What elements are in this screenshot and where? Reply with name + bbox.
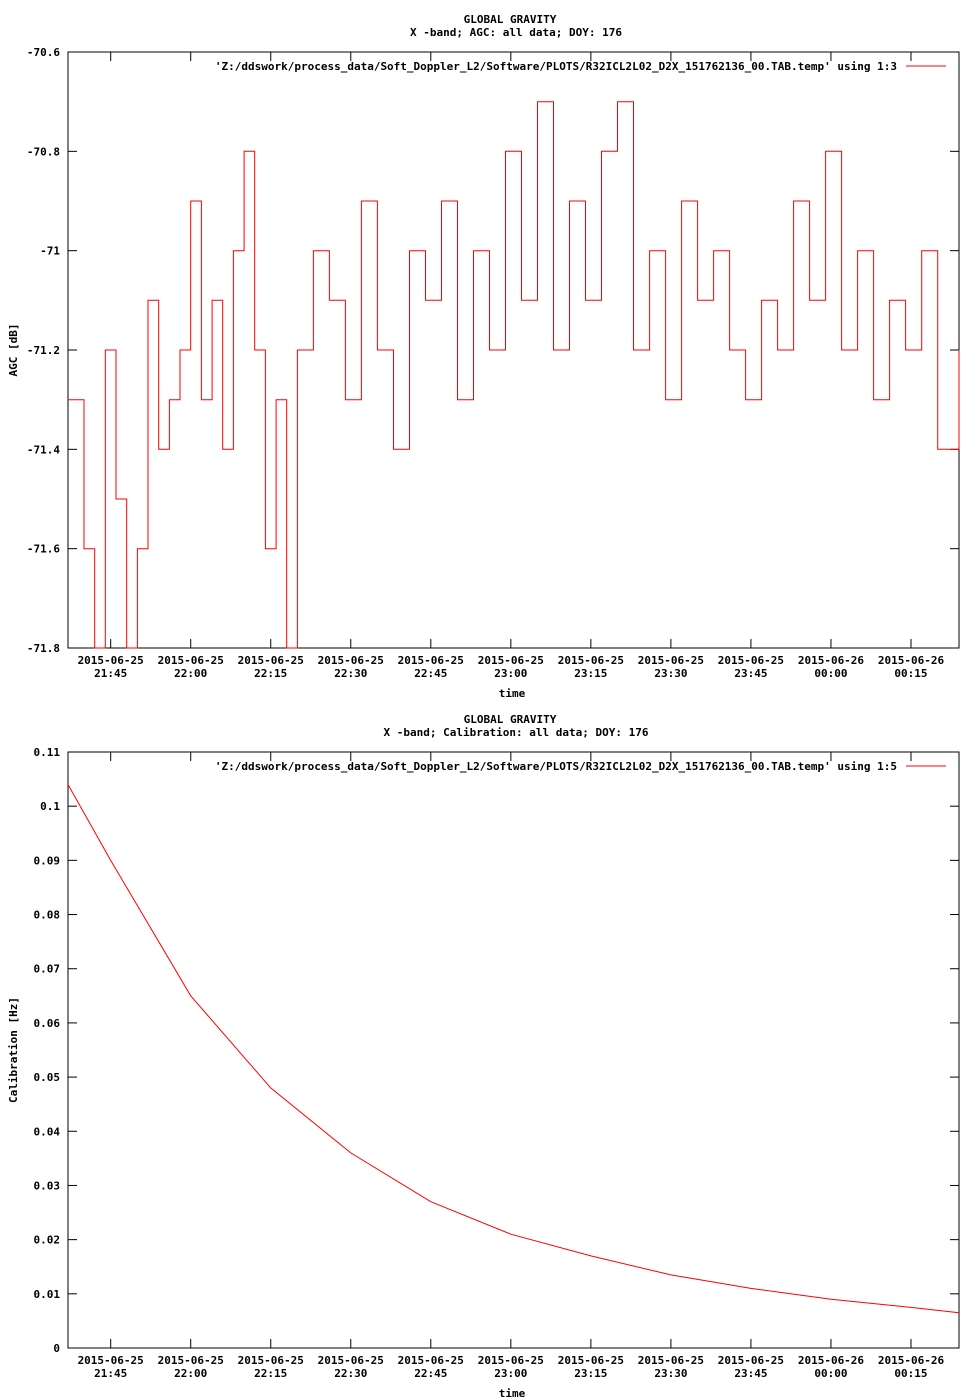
agc-y-tick-label: -70.6 <box>27 46 60 59</box>
agc-x-tick-date: 2015-06-25 <box>398 654 464 667</box>
agc-x-tick-date: 2015-06-26 <box>878 654 945 667</box>
calibration-plot-frame <box>67 751 960 1349</box>
calibration-x-tick-time: 23:15 <box>574 1367 607 1380</box>
calibration-x-tick-time: 23:00 <box>494 1367 527 1380</box>
calibration-x-tick-date: 2015-06-25 <box>398 1354 464 1367</box>
calibration-x-tick-time: 22:30 <box>334 1367 367 1380</box>
calibration-x-tick-time: 21:45 <box>94 1367 127 1380</box>
calibration-x-tick-time: 22:00 <box>174 1367 207 1380</box>
agc-x-tick-time: 00:15 <box>894 667 927 680</box>
agc-x-tick-time: 22:00 <box>174 667 207 680</box>
calibration-x-tick-time: 22:45 <box>414 1367 447 1380</box>
agc-x-tick-time: 23:30 <box>654 667 687 680</box>
agc-x-tick-time: 22:30 <box>334 667 367 680</box>
agc-x-tick-date: 2015-06-25 <box>158 654 224 667</box>
calibration-series-line <box>67 784 960 1314</box>
agc-x-tick-time: 23:00 <box>494 667 527 680</box>
calibration-x-tick-time: 00:00 <box>814 1367 847 1380</box>
calibration-y-tick-label: 0.05 <box>34 1071 61 1084</box>
agc-y-tick-label: -71 <box>40 245 60 258</box>
calibration-x-tick-date: 2015-06-26 <box>798 1354 865 1367</box>
agc-x-tick-date: 2015-06-26 <box>798 654 865 667</box>
agc-y-tick-label: -71.4 <box>27 443 60 456</box>
calibration-chart-subtitle: X -band; Calibration: all data; DOY: 176 <box>384 726 649 739</box>
calibration-x-tick-date: 2015-06-25 <box>558 1354 624 1367</box>
agc-x-tick-time: 22:45 <box>414 667 447 680</box>
calibration-y-tick-label: 0.09 <box>34 854 61 867</box>
agc-series-line <box>68 101 960 649</box>
agc-x-tick-date: 2015-06-25 <box>558 654 624 667</box>
calibration-legend: 'Z:/ddswork/process_data/Soft_Doppler_L2… <box>215 760 946 773</box>
agc-legend-label: 'Z:/ddswork/process_data/Soft_Doppler_L2… <box>215 60 897 73</box>
agc-x-tick-date: 2015-06-25 <box>318 654 384 667</box>
agc-legend: 'Z:/ddswork/process_data/Soft_Doppler_L2… <box>215 60 946 73</box>
agc-x-tick-time: 00:00 <box>814 667 847 680</box>
calibration-y-axis: 0.11 0.1 0.09 0.08 0.07 0.06 0.05 0.04 0.03 0.02 0… <box>34 746 959 1355</box>
calibration-x-axis: 2015-06-2521:452015-06-2522:002015-06-25… <box>78 752 945 1380</box>
agc-y-tick-label: -71.8 <box>27 642 60 655</box>
calibration-x-tick-date: 2015-06-25 <box>478 1354 544 1367</box>
agc-x-tick-date: 2015-06-25 <box>238 654 304 667</box>
calibration-y-tick-label: 0.03 <box>34 1179 61 1192</box>
agc-x-tick-time: 23:45 <box>734 667 767 680</box>
agc-chart: GLOBAL GRAVITY X -band; AGC: all data; D… <box>7 13 960 700</box>
calibration-x-tick-time: 23:45 <box>734 1367 767 1380</box>
agc-x-axis: 2015-06-2521:452015-06-2522:002015-06-25… <box>78 52 945 680</box>
calibration-chart: GLOBAL GRAVITY X -band; Calibration: all… <box>7 713 960 1400</box>
calibration-x-tick-time: 23:30 <box>654 1367 687 1380</box>
agc-y-tick-label: -71.2 <box>27 344 60 357</box>
agc-x-tick-date: 2015-06-25 <box>78 654 144 667</box>
calibration-y-tick-label: 0.04 <box>34 1125 61 1138</box>
calibration-x-tick-date: 2015-06-26 <box>878 1354 945 1367</box>
calibration-y-tick-label: 0.02 <box>34 1234 61 1247</box>
agc-x-axis-label: time <box>499 687 526 700</box>
calibration-y-tick-label: 0.01 <box>34 1288 61 1301</box>
calibration-y-tick-label: 0.1 <box>40 800 60 813</box>
calibration-x-tick-date: 2015-06-25 <box>638 1354 704 1367</box>
calibration-x-tick-date: 2015-06-25 <box>78 1354 144 1367</box>
calibration-y-tick-label: 0.07 <box>34 963 61 976</box>
calibration-x-tick-date: 2015-06-25 <box>158 1354 224 1367</box>
calibration-y-tick-label: 0 <box>53 1342 60 1355</box>
agc-x-tick-time: 22:15 <box>254 667 287 680</box>
agc-x-tick-date: 2015-06-25 <box>638 654 704 667</box>
agc-y-axis: -70.6 -70.8 -71 -71.2 -71.4 -71.6 -71.8 <box>27 46 959 655</box>
calibration-legend-label: 'Z:/ddswork/process_data/Soft_Doppler_L2… <box>215 760 897 773</box>
calibration-y-tick-label: 0.06 <box>34 1017 61 1030</box>
calibration-y-tick-label: 0.08 <box>34 909 61 922</box>
agc-y-tick-label: -71.6 <box>27 543 60 556</box>
calibration-chart-title: GLOBAL GRAVITY <box>464 713 557 726</box>
calibration-x-tick-date: 2015-06-25 <box>718 1354 784 1367</box>
agc-x-tick-date: 2015-06-25 <box>718 654 784 667</box>
agc-x-tick-time: 21:45 <box>94 667 127 680</box>
calibration-x-tick-date: 2015-06-25 <box>318 1354 384 1367</box>
calibration-y-tick-label: 0.11 <box>34 746 61 759</box>
agc-chart-title: GLOBAL GRAVITY <box>464 13 557 26</box>
calibration-x-tick-time: 22:15 <box>254 1367 287 1380</box>
agc-y-tick-label: -70.8 <box>27 145 60 158</box>
calibration-x-tick-date: 2015-06-25 <box>238 1354 304 1367</box>
calibration-x-tick-time: 00:15 <box>894 1367 927 1380</box>
agc-y-axis-label: AGC [dB] <box>7 324 20 377</box>
agc-chart-subtitle: X -band; AGC: all data; DOY: 176 <box>410 26 622 39</box>
agc-x-tick-date: 2015-06-25 <box>478 654 544 667</box>
agc-x-tick-time: 23:15 <box>574 667 607 680</box>
calibration-y-axis-label: Calibration [Hz] <box>7 997 20 1103</box>
calibration-x-axis-label: time <box>499 1387 526 1400</box>
